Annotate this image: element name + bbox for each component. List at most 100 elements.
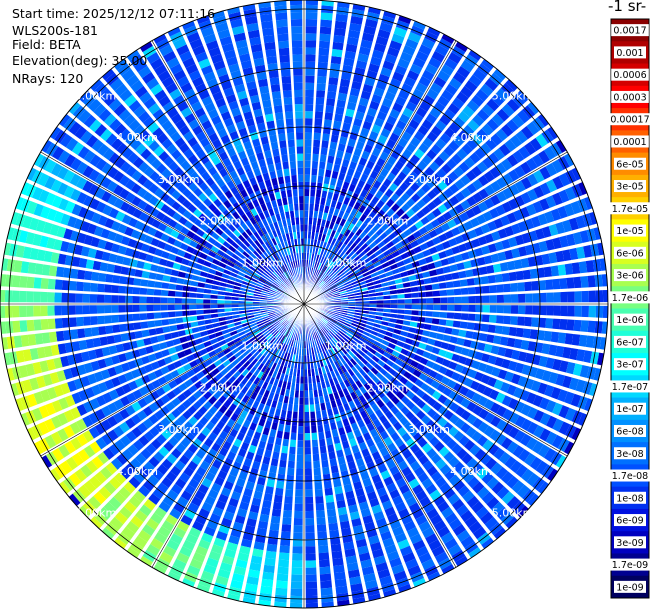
range-gate	[98, 272, 107, 282]
range-gate	[287, 375, 293, 383]
range-gate	[358, 251, 366, 258]
range-gate	[395, 319, 404, 325]
range-gate	[458, 161, 470, 173]
range-gate	[362, 343, 371, 351]
range-gate	[316, 510, 326, 518]
range-gate	[437, 501, 450, 513]
range-gate	[349, 576, 362, 586]
range-gate	[437, 180, 448, 191]
range-gate	[414, 148, 425, 159]
range-gate	[527, 256, 537, 267]
range-gate	[421, 403, 432, 414]
range-gate	[513, 338, 523, 349]
range-gate	[320, 282, 327, 289]
range-gate	[343, 362, 351, 371]
range-gate	[467, 287, 476, 295]
range-gate	[296, 454, 304, 462]
range-gate	[479, 266, 488, 275]
range-gate	[313, 276, 318, 284]
range-gate	[418, 258, 427, 266]
range-gate	[391, 395, 400, 405]
range-gate	[351, 192, 359, 202]
range-gate	[315, 225, 321, 233]
range-gate	[363, 454, 373, 464]
range-gate	[127, 267, 136, 277]
range-gate	[305, 574, 317, 582]
range-gate	[412, 230, 422, 239]
range-gate	[275, 587, 288, 596]
range-gate	[316, 83, 326, 91]
range-gate	[371, 326, 380, 333]
range-gate	[466, 457, 478, 470]
range-gate	[363, 572, 377, 583]
range-gate	[562, 375, 572, 389]
range-gate	[304, 369, 308, 377]
range-gate	[296, 333, 300, 341]
range-gate	[318, 552, 330, 561]
range-gate	[370, 56, 382, 67]
range-gate	[493, 148, 506, 161]
range-gate	[359, 337, 367, 344]
range-gate	[304, 203, 309, 211]
range-gate	[328, 184, 335, 193]
range-gate	[601, 321, 608, 334]
range-gate	[375, 315, 383, 321]
range-gate	[270, 458, 279, 467]
range-gate	[319, 395, 325, 404]
range-gate	[319, 573, 332, 582]
range-gate	[329, 378, 335, 387]
range-gate	[358, 441, 368, 451]
range-gate	[490, 402, 501, 414]
range-gate	[500, 215, 511, 227]
range-gate	[274, 594, 287, 603]
range-gate	[339, 311, 348, 316]
range-gate	[389, 222, 399, 232]
range-gate	[203, 299, 211, 304]
range-gate	[571, 410, 583, 424]
range-gate	[463, 220, 474, 231]
range-gate	[428, 353, 438, 362]
range-gate	[348, 301, 356, 304]
range-gate	[344, 174, 353, 184]
range-gate	[352, 74, 364, 84]
range-gate	[400, 362, 410, 370]
range-gate	[340, 365, 347, 373]
range-gate	[304, 355, 307, 363]
range-gate	[314, 125, 322, 134]
range-gate	[376, 111, 388, 121]
range-gate	[364, 521, 376, 532]
range-gate	[443, 145, 455, 157]
range-gate	[275, 580, 288, 589]
range-gate	[485, 457, 497, 470]
range-gate	[438, 250, 447, 259]
range-gate	[266, 479, 275, 488]
range-gate	[461, 366, 471, 376]
range-gate	[462, 124, 475, 137]
range-gate	[425, 483, 438, 495]
range-gate	[343, 115, 353, 125]
range-gate	[273, 105, 283, 114]
range-gate	[282, 402, 288, 411]
range-gate	[426, 508, 439, 520]
range-gate	[297, 362, 301, 370]
range-gate	[495, 204, 506, 216]
range-gate	[562, 249, 572, 262]
range-gate	[348, 504, 359, 514]
range-gate	[431, 318, 440, 325]
range-gate	[390, 299, 398, 304]
range-gate	[317, 262, 322, 270]
range-gate	[385, 198, 395, 208]
range-gate	[438, 319, 447, 326]
range-gate	[479, 453, 492, 466]
range-gate	[390, 432, 400, 442]
range-gate	[548, 371, 559, 384]
range-gate	[339, 463, 348, 472]
range-gate	[342, 245, 350, 253]
range-gate	[423, 323, 432, 331]
range-gate	[520, 403, 532, 416]
range-gate	[583, 245, 593, 258]
range-gate	[19, 305, 27, 318]
range-gate	[318, 40, 330, 49]
range-gate	[508, 326, 517, 337]
range-gate	[147, 280, 156, 288]
